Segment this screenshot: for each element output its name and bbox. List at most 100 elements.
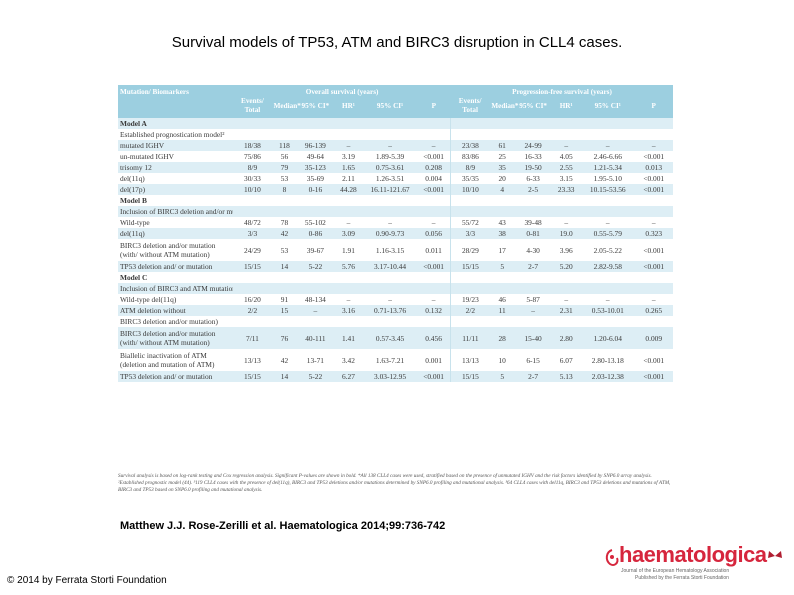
table-cell [451, 316, 489, 327]
table-cell: – [388, 217, 392, 227]
table-cell [416, 129, 452, 140]
table-cell: <0.001 [643, 245, 665, 255]
table-footnote: Survival analysis is based on log-rank t… [118, 473, 671, 493]
row-label: Wild-type del(11q) [120, 294, 177, 304]
table-cell [634, 316, 673, 327]
table-cell [297, 206, 333, 217]
table-cell: 75/86 [244, 151, 261, 161]
table-cell: 55/72 [461, 217, 479, 227]
table-cell: 0.456 [416, 327, 452, 349]
table-row: Established prognostication model² [118, 129, 673, 140]
table-cell [297, 316, 333, 327]
row-label: trisomy 12 [120, 162, 152, 172]
table-cell: – [651, 217, 656, 227]
table-cell: 44.28 [340, 184, 357, 194]
table-cell [515, 272, 551, 283]
table-cell: – [605, 217, 610, 227]
table-cell: 6.27 [341, 371, 355, 381]
table-cell: 43 [498, 217, 506, 227]
table-cell: – [416, 294, 452, 305]
row-label: BIRC3 deletion and/or mutation (with/ wi… [120, 241, 216, 259]
table-cell: <0.001 [416, 261, 452, 272]
table-cell: 10.15-53.56 [589, 184, 626, 194]
table-cell: 16.11-121.67 [370, 184, 410, 194]
table-cell [634, 283, 673, 294]
table-cell [515, 118, 551, 129]
row-label: Model A [120, 118, 147, 128]
table-cell: 76 [280, 333, 289, 343]
header-mutation-biomarkers: Mutation/ Biomarkers [118, 85, 234, 97]
table-cell [515, 283, 551, 294]
table-row: BIRC3 deletion and/or mutation (with/ wi… [118, 327, 673, 349]
table-cell: 0.009 [645, 333, 663, 343]
table-cell [334, 118, 364, 129]
table-cell [363, 195, 416, 206]
table-cell: 0-81 [526, 228, 540, 238]
table-cell [489, 195, 515, 206]
table-cell: 0.90-9.73 [375, 228, 405, 238]
table-cell: 5 [500, 371, 505, 381]
table-cell: 3.16 [341, 305, 355, 315]
table-cell: 78 [280, 217, 289, 227]
table-cell [581, 195, 634, 206]
table-cell [363, 129, 416, 140]
table-cell [451, 272, 489, 283]
table-cell: 3.15 [559, 173, 573, 183]
row-label: Model B [120, 195, 147, 205]
table-cell [416, 206, 452, 217]
table-cell: 39-48 [524, 217, 542, 227]
table-cell [363, 316, 416, 327]
table-cell: 35-123 [304, 162, 326, 172]
table-cell: 2.55 [559, 162, 573, 172]
table-cell: 0-16 [308, 184, 323, 194]
table-cell: 0.001 [416, 349, 452, 371]
table-cell: 0-86 [308, 228, 323, 238]
table-cell: <0.001 [416, 371, 452, 382]
table-cell: 19.0 [559, 228, 573, 238]
table-cell: 3.03-12.95 [374, 371, 407, 381]
table-cell: 24/29 [244, 245, 261, 255]
table-cell: 3.42 [341, 355, 355, 365]
table-cell [416, 283, 452, 294]
table-row: TP53 deletion and/ or mutation 15/15 14 5-2… [118, 371, 673, 382]
table-cell: 1.89-5.39 [375, 151, 405, 161]
table-cell [634, 206, 673, 217]
table-cell: 39-67 [306, 245, 324, 255]
logo-tagline: Journal of the European Hematology Assoc… [621, 568, 730, 574]
subheader-3: HR¹ [333, 97, 364, 118]
table-cell [297, 118, 333, 129]
table-cell: 28/29 [461, 245, 479, 255]
table-cell: 5-22 [308, 261, 323, 271]
table-body: Model A Established prognostication model… [118, 118, 673, 382]
table-cell [272, 316, 298, 327]
table-cell: 96-139 [304, 140, 326, 150]
table-cell: 53 [280, 173, 289, 183]
table-cell [272, 283, 298, 294]
table-cell: 30/33 [244, 173, 261, 183]
table-cell: 0.011 [416, 239, 452, 261]
table-cell [551, 316, 581, 327]
table-cell: 2.80-13.18 [591, 355, 624, 365]
table-cell: 15/15 [461, 371, 479, 381]
table-cell: 2.11 [342, 173, 355, 183]
table-cell [451, 283, 489, 294]
table-cell: 19/23 [461, 294, 479, 304]
table-cell: 55-102 [304, 217, 326, 227]
table-cell [515, 195, 551, 206]
table-cell: 61 [498, 140, 506, 150]
copyright: © 2014 by Ferrata Storti Foundation [7, 575, 167, 586]
table-cell [581, 206, 634, 217]
table-cell [233, 206, 271, 217]
table-cell: <0.001 [643, 355, 665, 365]
table-cell [363, 272, 416, 283]
table-cell: 20 [498, 173, 506, 183]
table-cell: 23/38 [461, 140, 479, 150]
table-cell [233, 272, 271, 283]
table-row: Model A [118, 118, 673, 129]
subheader-2: 95% CI* [297, 97, 334, 118]
row-label: BIRC3 deletion and/or mutation) [120, 316, 218, 326]
table-cell: – [416, 217, 452, 228]
table-cell [489, 316, 515, 327]
table-cell: 16/20 [244, 294, 261, 304]
table-cell: 3/3 [247, 228, 258, 238]
